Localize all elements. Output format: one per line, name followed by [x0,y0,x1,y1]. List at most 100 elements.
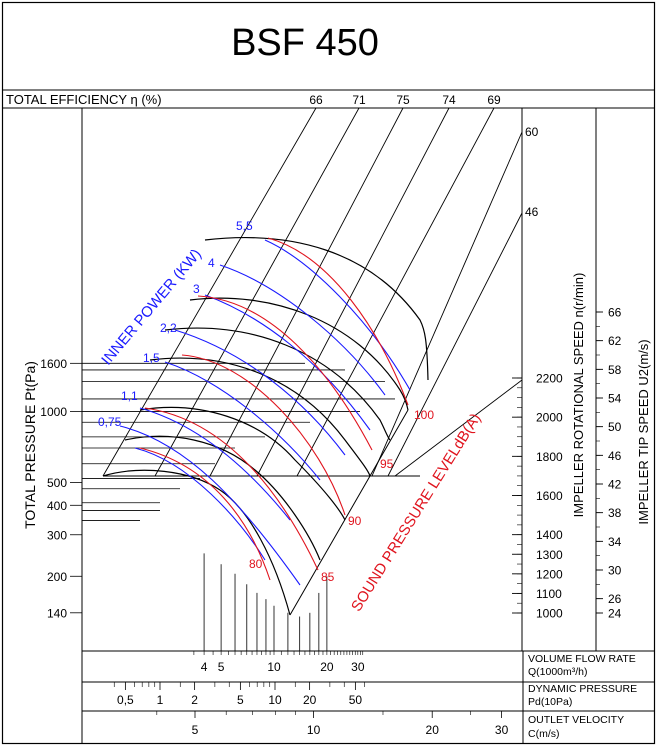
rightmost-envelope [289,409,409,616]
efficiency-value-label: 69 [487,93,501,107]
speed-tick-label: 1800 [536,450,563,464]
fan-curve [149,357,371,477]
speed-tick-label: 1400 [536,528,563,542]
performance-curves [102,237,429,616]
power-curve [219,264,386,396]
flow-tick-label: 30 [351,660,365,674]
fan-curve [139,406,346,521]
dynamic-tick-label: 10 [268,693,282,707]
velocity-tick-label: 30 [495,723,509,737]
efficiency-line [209,107,404,477]
speed-tick-label: 2200 [536,372,563,386]
efficiency-value-label: 66 [309,93,323,107]
tip-speed-tick-label: 42 [608,478,622,492]
flow-axis-label-1: VOLUME FLOW RATE [528,653,636,665]
dynamic-tick-label: 2 [191,693,198,707]
sound-value-label: 95 [380,457,394,471]
speed-tick-label: 1000 [536,607,563,621]
speed-top-label: 60 [525,125,539,139]
tip-speed-tick-label: 58 [608,363,622,377]
flow-tick-label: 4 [201,660,208,674]
power-curve [264,239,411,391]
dynamic-tick-label: 20 [303,693,317,707]
flow-tick-label: 20 [320,660,334,674]
efficiency-line [102,107,317,477]
dynamic-tick-label: 1 [157,693,164,707]
efficiency-line [387,212,523,477]
efficiency-value-label: 75 [396,93,410,107]
power-value-label: 0,75 [98,415,122,429]
y-tick-label: 140 [47,606,67,620]
power-value-label: 3 [193,282,200,296]
power-curve [134,447,266,561]
velocity-tick-label: 5 [192,723,199,737]
fan-curve [124,435,321,561]
y-tick-label: 200 [47,570,67,584]
dynamic-tick-label: 5 [237,693,244,707]
fan-curve [102,469,291,616]
y-axis-label: TOTAL PRESSURE Pt(Pa) [22,361,38,529]
power-curve [139,407,291,521]
efficiency-value-label: 74 [442,93,456,107]
fan-curve [164,327,391,441]
power-curve [119,425,301,586]
dynamic-tick-label: 50 [349,693,363,707]
sound-curve [197,295,373,451]
dynamic-axis-label-1: DYNAMIC PRESSURE [528,683,637,695]
flow-tick-label: 5 [218,660,225,674]
power-value-label: 4 [208,256,215,270]
y-tick-label: 1000 [40,405,67,419]
sound-lines [139,237,409,581]
tip-speed-tick-label: 38 [608,506,622,520]
tip-speed-tick-label: 24 [608,607,622,621]
sound-value-label: 85 [321,570,335,584]
tip-speed-tick-label: 34 [608,535,622,549]
tip-speed-label: IMPELLER TIP SPEED U2(m/s) [636,339,651,524]
y-tick-label: 300 [47,528,67,542]
velocity-axis-label-2: C(m/s) [528,728,560,740]
tip-speed-tick-label: 54 [608,392,622,406]
efficiency-label: TOTAL EFFICIENCY η (%) [6,92,162,107]
fan-curve [189,297,409,411]
power-curve [204,294,371,431]
speed-tick-label: 1600 [536,489,563,503]
speed-tick-label: 1200 [536,567,563,581]
efficiency-line [394,379,523,477]
power-value-label: 1,1 [121,389,138,403]
power-lines [119,239,411,586]
tip-speed-tick-label: 62 [608,334,622,348]
tip-speed-tick-label: 50 [608,420,622,434]
sound-curve [144,407,319,571]
tip-speed-tick-label: 66 [608,306,622,320]
power-curve [174,329,346,456]
flow-tick-label: 10 [267,660,281,674]
sound-curve [139,447,271,581]
rotational-speed-label: IMPELLER ROTATIONAL SPEED n(r/min) [571,273,586,518]
y-tick-label: 500 [47,476,67,490]
sound-value-label: 80 [249,557,263,571]
speed-tick-label: 2000 [536,411,563,425]
efficiency-value-label: 71 [352,93,366,107]
chart-title: BSF 450 [231,22,379,64]
sound-curve [267,237,409,406]
speed-tick-label: 1300 [536,548,563,562]
sound-pressure-label: SOUND PRESSURE LEVELdB(A) [348,411,484,615]
tip-speed-tick-label: 30 [608,564,622,578]
y-tick-label: 1600 [40,357,67,371]
efficiency-line [154,107,360,477]
velocity-axis-label-1: OUTLET VELOCITY [528,714,624,726]
velocity-tick-label: 10 [307,723,321,737]
velocity-tick-label: 20 [426,723,440,737]
speed-tick-label: 1100 [536,587,562,601]
dynamic-axis-label-2: Pd(10Pa) [528,696,572,708]
tip-speed-tick-label: 46 [608,449,622,463]
tip-speed-tick-label: 26 [608,592,622,606]
flow-axis-label-2: Q(1000m³/h) [528,666,588,678]
power-value-label: 2,2 [160,321,177,335]
power-value-label: 5,5 [236,219,253,233]
efficiency-line [371,131,523,477]
grid-lines [70,311,603,718]
